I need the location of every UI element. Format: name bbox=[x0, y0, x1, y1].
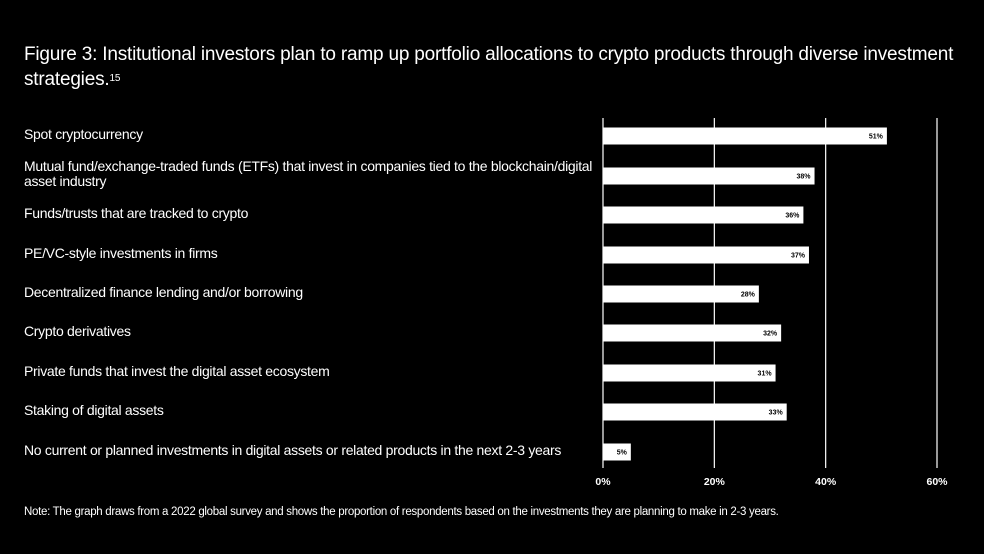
data-label: 36% bbox=[785, 213, 800, 220]
x-tick-label: 0% bbox=[595, 476, 611, 488]
bar bbox=[603, 364, 776, 382]
x-tick-label: 40% bbox=[815, 476, 837, 488]
bar bbox=[603, 167, 815, 185]
category-label: Funds/trusts that are tracked to crypto bbox=[24, 204, 249, 221]
data-label: 5% bbox=[617, 450, 628, 457]
x-tick-label: 20% bbox=[704, 476, 726, 488]
category-label: PE/VC-style investments in firms bbox=[24, 244, 218, 261]
data-label: 38% bbox=[797, 174, 812, 181]
chart-note: Note: The graph draws from a 2022 global… bbox=[24, 506, 779, 518]
data-label: 33% bbox=[769, 410, 784, 417]
x-tick-label: 60% bbox=[926, 476, 948, 488]
bar bbox=[603, 127, 887, 145]
bar bbox=[603, 403, 787, 421]
category-label: Decentralized finance lending and/or bor… bbox=[24, 283, 303, 300]
chart-title: Figure 3: Institutional investors plan t… bbox=[24, 42, 954, 92]
category-label: Spot cryptocurrency bbox=[24, 125, 143, 142]
category-label: Mutual fund/exchange-traded funds (ETFs)… bbox=[24, 158, 593, 189]
title-footnote-ref: 15 bbox=[109, 73, 121, 84]
bar bbox=[603, 324, 782, 342]
data-label: 32% bbox=[763, 331, 778, 338]
bar bbox=[603, 246, 809, 264]
category-label: Staking of digital assets bbox=[24, 401, 164, 418]
bar bbox=[603, 206, 804, 224]
chart-title-text: Figure 3: Institutional investors plan t… bbox=[24, 44, 954, 90]
category-label: Crypto derivatives bbox=[24, 322, 131, 339]
bar bbox=[603, 443, 631, 461]
data-label: 51% bbox=[869, 134, 884, 141]
category-label: Private funds that invest the digital as… bbox=[24, 362, 330, 379]
bar bbox=[603, 285, 759, 303]
category-label: No current or planned investments in dig… bbox=[24, 441, 562, 458]
data-label: 37% bbox=[791, 253, 806, 260]
data-label: 31% bbox=[758, 371, 773, 378]
data-label: 28% bbox=[741, 292, 756, 299]
